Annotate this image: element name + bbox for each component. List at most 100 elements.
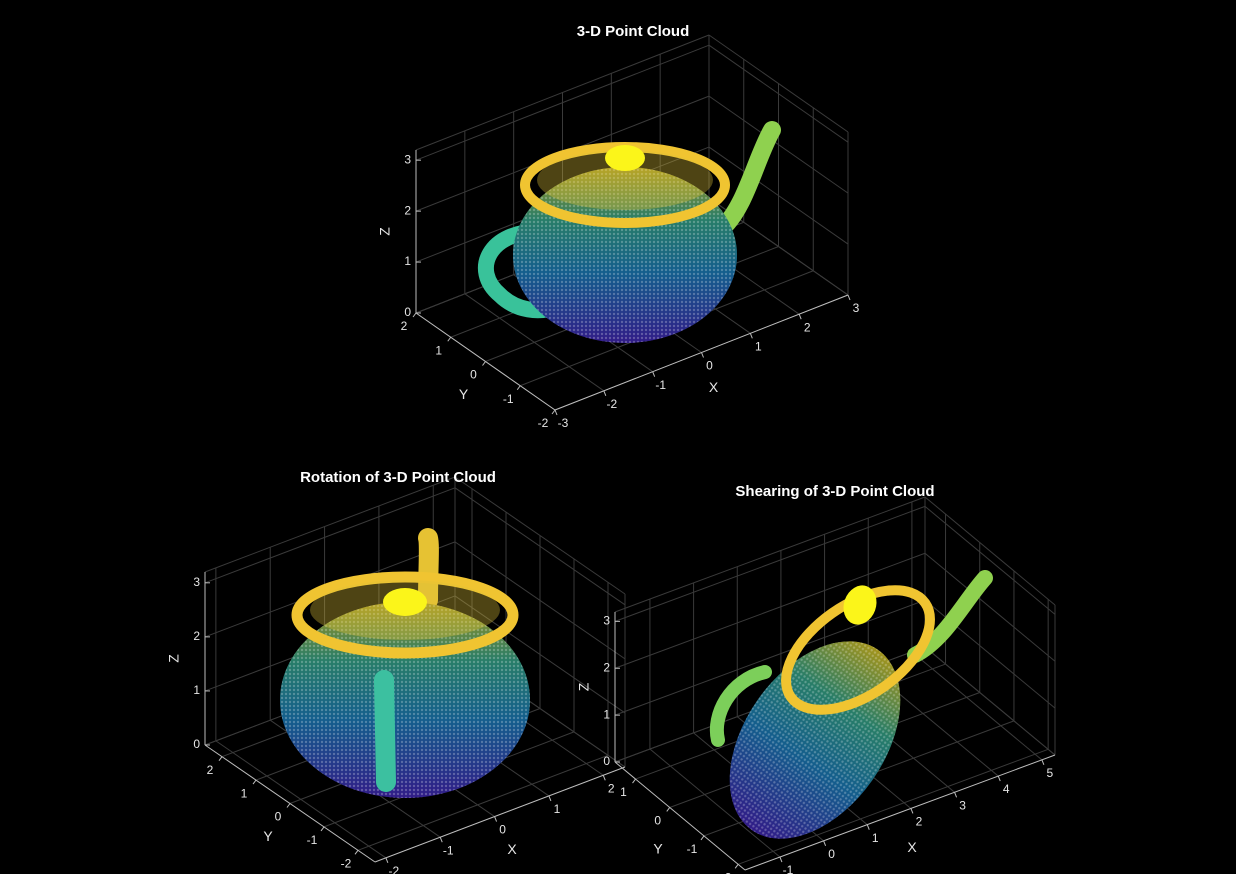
x-tick	[954, 792, 958, 798]
y-tick	[482, 361, 486, 366]
y-tick-label: 1	[241, 786, 248, 800]
grid-line	[454, 487, 626, 606]
y-tick	[354, 849, 359, 855]
chart-title: 3-D Point Cloud	[577, 23, 690, 40]
grid-line	[924, 646, 1056, 756]
y-tick	[447, 336, 452, 342]
x-tick	[548, 795, 552, 802]
y-tick-label: -2	[721, 870, 732, 874]
x-tick-label: -2	[389, 864, 400, 874]
x-tick-label: 2	[916, 815, 923, 829]
x-tick	[779, 856, 783, 863]
grid-line	[924, 552, 1056, 662]
x-tick	[866, 824, 870, 830]
x-tick	[494, 816, 498, 822]
z-axis-label: Z	[377, 227, 393, 236]
y-tick-label: 2	[401, 319, 408, 333]
point-cloud	[477, 121, 781, 343]
x-tick-label: 1	[554, 802, 561, 816]
z-tick-label: 1	[404, 254, 411, 268]
y-tick	[218, 756, 223, 762]
grid-line	[649, 748, 781, 858]
box-edge	[614, 496, 926, 613]
y-tick-label: 2	[207, 763, 214, 777]
y-tick	[734, 864, 739, 869]
x-tick-label: 1	[755, 340, 762, 354]
y-tick-label: -1	[687, 842, 698, 856]
x-axis	[744, 754, 1056, 871]
x-axis-label: X	[709, 379, 719, 395]
y-tick	[666, 807, 671, 812]
z-axis-label: Z	[576, 682, 592, 691]
grid-line	[454, 541, 626, 660]
y-tick	[551, 409, 556, 415]
y-axis	[614, 761, 746, 871]
y-tick	[632, 778, 636, 784]
grid-line	[708, 146, 849, 245]
x-tick	[439, 837, 443, 843]
grid-line	[924, 599, 1056, 709]
z-tick-label: 3	[404, 152, 411, 166]
z-tick-label: 2	[603, 660, 610, 674]
z-tick-label: 2	[193, 629, 200, 643]
x-tick-label: 3	[959, 798, 966, 812]
grid-line	[454, 595, 626, 714]
z-tick-label: 2	[404, 203, 411, 217]
y-tick	[516, 385, 521, 391]
y-tick	[412, 312, 417, 318]
x-tick-label: 2	[804, 320, 811, 334]
x-tick-label: 1	[872, 831, 879, 845]
grid-line	[708, 44, 849, 143]
x-tick-label: 2	[608, 781, 615, 795]
y-tick-label: 1	[435, 343, 442, 357]
y-tick-label: -2	[538, 416, 549, 430]
grid-line	[614, 552, 926, 669]
y-tick-label: 1	[620, 785, 627, 799]
box-edge	[204, 476, 456, 573]
grid-line	[357, 754, 609, 851]
grid-line	[614, 599, 926, 716]
z-tick-label: 3	[603, 614, 610, 628]
x-tick	[603, 390, 607, 397]
x-axis-label: X	[507, 841, 517, 857]
y-tick-label: 0	[470, 368, 477, 382]
x-tick-label: 0	[828, 847, 835, 861]
x-tick-label: -1	[443, 843, 454, 857]
x-tick-label: -3	[558, 416, 569, 430]
x-tick	[602, 775, 606, 781]
x-axis	[374, 766, 626, 863]
y-tick-label: -1	[503, 392, 514, 406]
z-tick-label: 3	[193, 575, 200, 589]
y-axis-label: Y	[263, 828, 273, 844]
grid-line	[614, 505, 926, 622]
y-tick	[286, 803, 291, 808]
z-tick-label: 0	[404, 305, 411, 319]
x-tick-label: -1	[783, 863, 794, 874]
x-tick	[798, 313, 802, 320]
x-tick	[1041, 759, 1045, 766]
x-tick	[554, 409, 558, 416]
y-tick-label: -1	[307, 833, 318, 847]
x-tick-label: 0	[706, 359, 713, 373]
z-axis-label: Z	[166, 654, 182, 663]
z-tick-label: 1	[603, 707, 610, 721]
x-tick-label: 5	[1047, 766, 1054, 780]
x-tick-label: 4	[1003, 782, 1010, 796]
x-tick	[823, 840, 827, 847]
x-tick	[652, 371, 656, 377]
y-tick	[320, 826, 325, 832]
x-tick-label: 3	[853, 301, 860, 315]
y-tick	[252, 779, 257, 785]
grid-line	[737, 748, 1049, 865]
x-tick-label: -1	[655, 378, 666, 392]
y-axis-label: Y	[459, 386, 469, 402]
z-tick-label: 1	[193, 683, 200, 697]
y-tick-label: -2	[341, 856, 352, 870]
grid-line	[924, 505, 1056, 615]
y-tick-label: 0	[275, 810, 282, 824]
grid-line	[708, 95, 849, 194]
y-tick	[700, 835, 705, 841]
